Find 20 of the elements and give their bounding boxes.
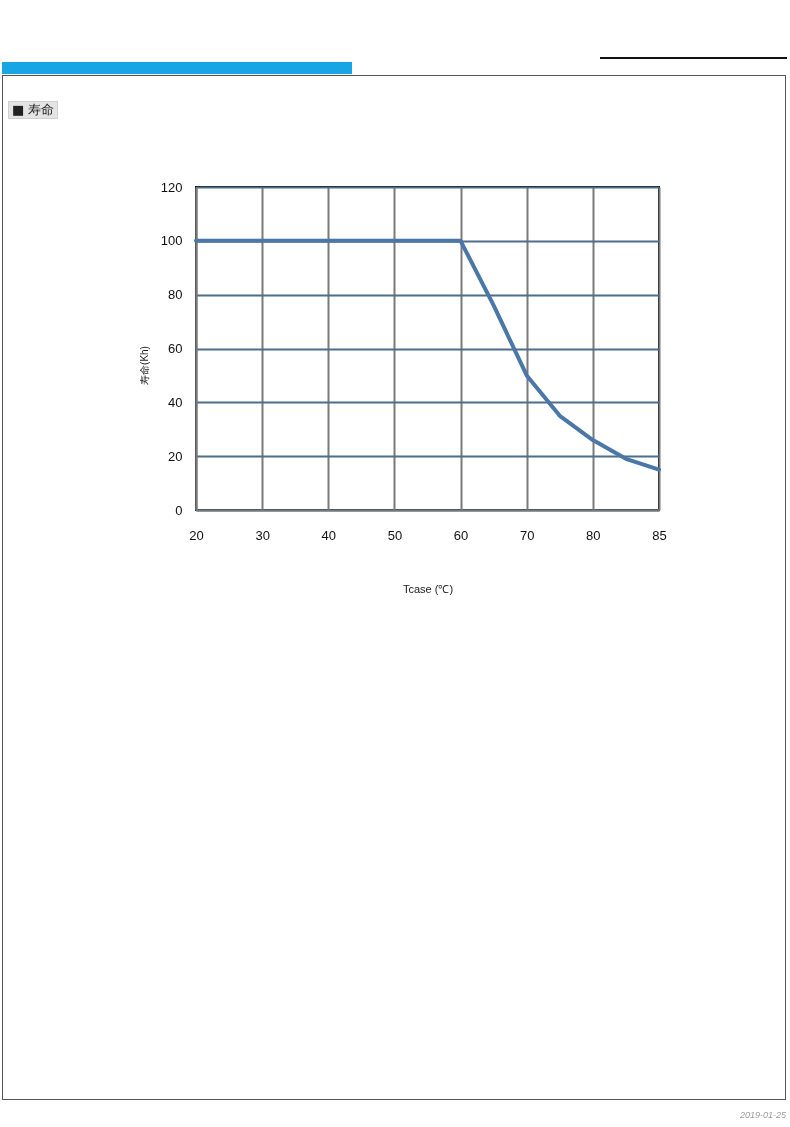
- x-tick-label: 70: [519, 527, 535, 543]
- text: 2019-01-25: [739, 1110, 786, 1120]
- x-tick-label: 85: [652, 527, 667, 543]
- y-tick-label: 80: [168, 287, 183, 303]
- x-tick-label: 40: [321, 527, 337, 543]
- y-axis-title: 寿命(Kh): [138, 346, 150, 385]
- y-tick-label: 20: [168, 448, 183, 464]
- y-tick-label: 100: [160, 233, 183, 249]
- x-tick-label: 30: [255, 527, 270, 543]
- x-axis-title: Tcase (℃): [402, 582, 454, 595]
- line-series: [194, 238, 661, 472]
- y-tick-label: 40: [168, 394, 183, 410]
- x-tick-label: 20: [189, 527, 204, 543]
- x-tick-label: 80: [586, 527, 601, 543]
- y-tick-label: 0: [175, 502, 183, 518]
- y-tick-label: 60: [168, 341, 183, 356]
- x-tick-label: 60: [453, 527, 469, 543]
- x-tick-label: 50: [387, 527, 403, 543]
- text: ■ 寿命: [8, 101, 59, 119]
- y-tick-label: 120: [160, 179, 183, 195]
